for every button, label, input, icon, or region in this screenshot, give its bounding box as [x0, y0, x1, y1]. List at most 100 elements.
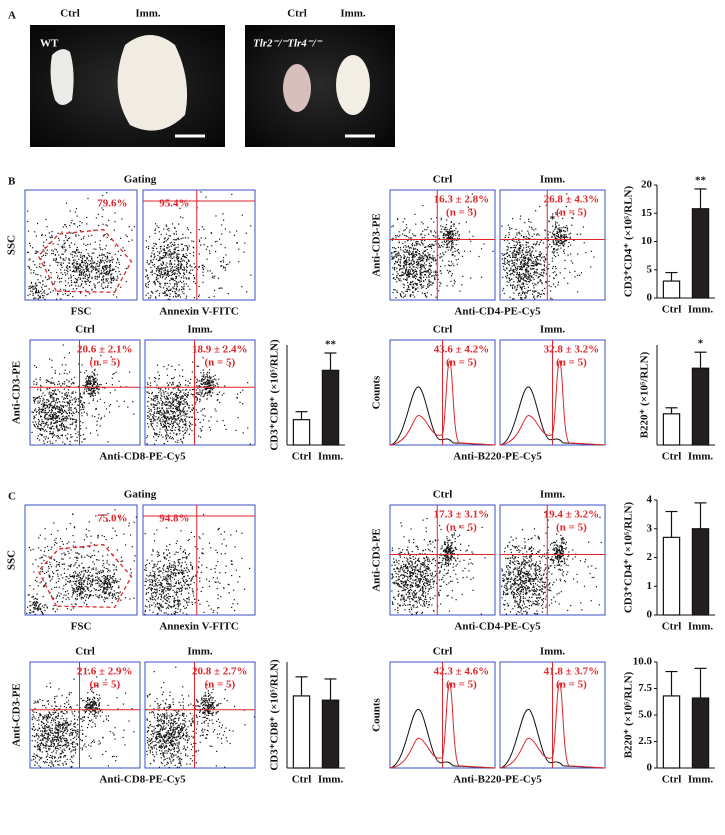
event-dot [160, 419, 161, 420]
event-dot [431, 276, 432, 277]
event-dot [517, 286, 518, 287]
event-dot [43, 560, 44, 561]
event-dot [433, 271, 434, 272]
event-dot [47, 250, 48, 251]
event-dot [89, 567, 90, 568]
event-dot [146, 247, 147, 248]
event-dot [33, 381, 34, 382]
event-dot [470, 251, 471, 252]
event-dot [428, 275, 429, 276]
event-dot [48, 412, 49, 413]
event-dot [434, 275, 435, 276]
event-dot [209, 383, 210, 384]
event-dot [189, 426, 190, 427]
event-dot [442, 242, 443, 243]
event-dot [57, 595, 58, 596]
event-dot [180, 266, 181, 267]
event-dot [107, 267, 108, 268]
event-dot [57, 402, 58, 403]
event-dot [181, 398, 182, 399]
event-dot [577, 234, 578, 235]
event-dot [67, 543, 68, 544]
event-dot [103, 269, 104, 270]
event-dot [43, 607, 44, 608]
event-dot [74, 578, 75, 579]
event-dot [85, 276, 86, 277]
event-dot [194, 278, 195, 279]
event-dot [184, 260, 185, 261]
event-dot [425, 268, 426, 269]
event-dot [68, 565, 69, 566]
event-dot [66, 412, 67, 413]
event-dot [156, 277, 157, 278]
event-dot [120, 255, 121, 256]
event-dot [421, 264, 422, 265]
event-dot [96, 421, 97, 422]
event-dot [424, 255, 425, 256]
event-dot [570, 253, 571, 254]
event-dot [88, 393, 89, 394]
event-dot [537, 263, 538, 264]
event-dot [202, 376, 203, 377]
event-dot [66, 203, 67, 204]
event-dot [59, 595, 60, 596]
event-dot [93, 248, 94, 249]
event-dot [65, 257, 66, 258]
event-dot [68, 282, 69, 283]
event-dot [48, 293, 49, 294]
event-dot [431, 265, 432, 266]
event-dot [82, 267, 83, 268]
event-dot [173, 296, 174, 297]
event-dot [164, 416, 165, 417]
event-dot [192, 270, 193, 271]
event-dot [178, 269, 179, 270]
event-dot [97, 434, 98, 435]
event-dot [183, 260, 184, 261]
event-dot [395, 261, 396, 262]
event-dot [103, 278, 104, 279]
event-dot [203, 275, 204, 276]
event-dot [536, 269, 537, 270]
event-dot [154, 429, 155, 430]
event-dot [50, 427, 51, 428]
event-dot [51, 235, 52, 236]
event-dot [160, 398, 161, 399]
event-dot [153, 396, 154, 397]
event-dot [88, 271, 89, 272]
event-dot [553, 272, 554, 273]
event-dot [180, 439, 181, 440]
event-dot [521, 297, 522, 298]
event-dot [50, 237, 51, 238]
event-dot [66, 405, 67, 406]
event-dot [34, 402, 35, 403]
event-dot [63, 226, 64, 227]
event-dot [558, 234, 559, 235]
event-dot [47, 607, 48, 608]
event-dot [523, 284, 524, 285]
event-dot [170, 430, 171, 431]
event-dot [528, 221, 529, 222]
event-dot [61, 408, 62, 409]
event-dot [56, 249, 57, 250]
event-dot [167, 398, 168, 399]
event-dot [395, 254, 396, 255]
event-dot [71, 609, 72, 610]
event-dot [189, 407, 190, 408]
event-dot [53, 260, 54, 261]
event-dot [93, 377, 94, 378]
event-dot [197, 392, 198, 393]
event-dot [150, 261, 151, 262]
event-dot [92, 266, 93, 267]
event-dot [87, 384, 88, 385]
event-dot [175, 293, 176, 294]
event-dot [171, 257, 172, 258]
event-dot [403, 250, 404, 251]
event-dot [62, 274, 63, 275]
event-dot [545, 247, 546, 248]
event-dot [528, 242, 529, 243]
event-dot [43, 251, 44, 252]
event-dot [404, 266, 405, 267]
event-dot [97, 276, 98, 277]
event-dot [223, 266, 224, 267]
event-dot [540, 274, 541, 275]
